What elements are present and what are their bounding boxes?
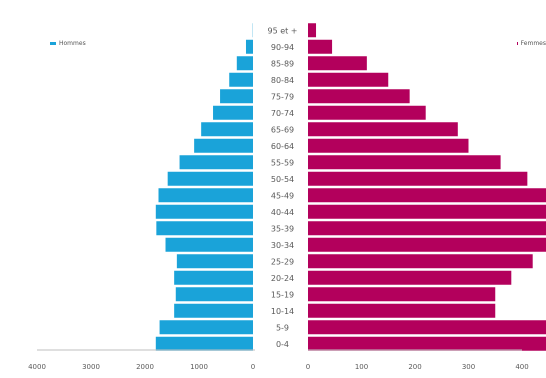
age-label: 45-49 xyxy=(271,191,294,200)
x-tick-label-right: 100 xyxy=(355,363,368,371)
age-label: 65-69 xyxy=(271,125,294,134)
legend-female-label: Femmes xyxy=(520,40,546,47)
female-bar-5-9 xyxy=(308,320,546,335)
male-bar-35-39 xyxy=(156,221,253,236)
male-bar-15-19 xyxy=(175,287,253,302)
male-bar-75-79 xyxy=(220,89,253,104)
x-tick-label-right: 0 xyxy=(306,363,310,371)
female-bar-90-94 xyxy=(308,39,333,54)
age-label: 75-79 xyxy=(271,92,294,101)
age-labels: 95 et + 90-94 85-89 80-84 75-79 70-74 65-69 60-… xyxy=(267,26,297,349)
legend-female-swatch xyxy=(517,42,518,45)
male-bar-10-14 xyxy=(174,303,253,318)
female-bar-30-34 xyxy=(308,237,546,252)
female-bar-25-29 xyxy=(308,254,533,269)
age-label: 85-89 xyxy=(271,59,294,68)
female-bar-50-54 xyxy=(308,171,528,186)
male-bar-40-44 xyxy=(155,204,253,219)
x-axis-ticks: 4000 3000 2000 1000 0 0 100 200 300 400 xyxy=(28,363,529,371)
female-bar-55-59 xyxy=(308,155,501,170)
age-label: 80-84 xyxy=(271,76,294,85)
x-tick-label-right: 300 xyxy=(462,363,475,371)
female-bar-80-84 xyxy=(308,72,389,87)
male-bar-45-49 xyxy=(158,188,253,203)
age-label: 0-4 xyxy=(276,340,289,349)
female-bar-10-14 xyxy=(308,303,496,318)
male-bar-25-29 xyxy=(176,254,253,269)
x-tick-label-left: 4000 xyxy=(28,363,46,371)
female-bars xyxy=(308,23,546,351)
age-label: 60-64 xyxy=(271,142,294,151)
male-bar-0-4 xyxy=(155,336,253,351)
age-label: 25-29 xyxy=(271,257,294,266)
female-bar-95 et + xyxy=(308,23,317,38)
male-bar-20-24 xyxy=(174,270,253,285)
age-label: 20-24 xyxy=(271,274,294,283)
male-bar-80-84 xyxy=(229,72,253,87)
age-label: 15-19 xyxy=(271,290,294,299)
female-bar-0-4 xyxy=(308,336,546,351)
male-bar-50-54 xyxy=(167,171,253,186)
female-bar-60-64 xyxy=(308,138,469,153)
male-bar-60-64 xyxy=(194,138,253,153)
legend-male: Hommes xyxy=(50,40,86,47)
female-bar-20-24 xyxy=(308,270,512,285)
female-bar-40-44 xyxy=(308,204,546,219)
age-label: 10-14 xyxy=(271,307,294,316)
x-tick-label-left: 2000 xyxy=(136,363,154,371)
male-bar-55-59 xyxy=(179,155,253,170)
female-bar-85-89 xyxy=(308,56,367,71)
male-bar-30-34 xyxy=(165,237,253,252)
age-label: 5-9 xyxy=(276,323,289,332)
female-bar-45-49 xyxy=(308,188,546,203)
x-tick-label-left: 3000 xyxy=(82,363,100,371)
male-bar-90-94 xyxy=(245,39,253,54)
x-tick-label-left: 0 xyxy=(251,363,255,371)
legend-female: Femmes xyxy=(517,40,546,47)
male-bar-70-74 xyxy=(213,105,253,120)
x-tick-label-right: 400 xyxy=(515,363,528,371)
male-bars xyxy=(155,23,253,351)
male-bar-65-69 xyxy=(201,122,253,137)
age-label: 35-39 xyxy=(271,224,294,233)
age-label: 40-44 xyxy=(271,208,294,217)
age-label: 55-59 xyxy=(271,158,294,167)
age-label: 90-94 xyxy=(271,43,294,52)
legend-male-swatch xyxy=(50,42,56,45)
female-bar-15-19 xyxy=(308,287,496,302)
age-label: 50-54 xyxy=(271,175,294,184)
age-label: 70-74 xyxy=(271,109,294,118)
age-label: 30-34 xyxy=(271,241,294,250)
male-bar-85-89 xyxy=(236,56,253,71)
female-bar-75-79 xyxy=(308,89,410,104)
female-bar-35-39 xyxy=(308,221,546,236)
age-label: 95 et + xyxy=(267,26,297,35)
x-tick-label-left: 1000 xyxy=(190,363,208,371)
x-tick-label-right: 200 xyxy=(408,363,421,371)
female-bar-70-74 xyxy=(308,105,426,120)
legend-male-label: Hommes xyxy=(59,40,86,47)
female-bar-65-69 xyxy=(308,122,458,137)
male-bar-5-9 xyxy=(159,320,253,335)
